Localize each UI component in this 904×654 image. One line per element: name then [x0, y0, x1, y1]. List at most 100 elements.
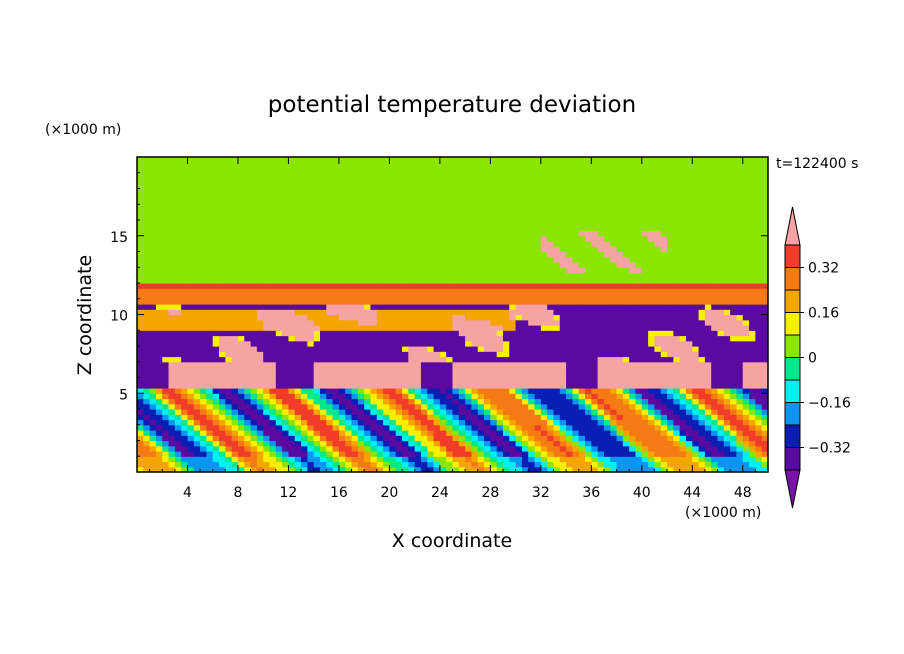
field-cell [288, 461, 296, 468]
field-cell [439, 451, 447, 457]
field-cell [383, 277, 390, 284]
field-cell [357, 372, 365, 379]
field-cell [572, 388, 580, 394]
field-cell [547, 356, 555, 363]
field-cell [143, 419, 151, 426]
field-cell [616, 372, 624, 379]
field-cell [376, 393, 384, 400]
field-cell [370, 178, 378, 184]
field-cell [206, 262, 214, 268]
field-cell [585, 251, 592, 258]
field-cell [376, 419, 384, 426]
field-cell [395, 340, 403, 347]
field-cell [509, 319, 517, 326]
field-cell [597, 214, 605, 221]
field-cell [566, 377, 573, 384]
field-cell [263, 330, 271, 337]
field-cell [402, 330, 409, 337]
field-cell [319, 235, 327, 242]
field-cell [597, 188, 605, 195]
field-cell [484, 309, 491, 316]
field-cell [395, 214, 403, 221]
field-cell [654, 157, 662, 163]
field-cell [155, 430, 163, 436]
field-cell [528, 319, 536, 326]
field-cell [439, 340, 447, 347]
field-cell [351, 262, 359, 268]
field-cell [616, 235, 624, 242]
field-cell [319, 193, 327, 200]
field-cell [250, 445, 258, 452]
field-cell [345, 304, 353, 310]
field-cell [547, 230, 555, 237]
field-cell [484, 330, 491, 337]
field-cell [420, 430, 428, 436]
field-cell [648, 220, 656, 226]
field-cell [149, 372, 157, 379]
field-cell [452, 340, 460, 347]
field-cell [319, 445, 327, 452]
field-cell [465, 304, 473, 310]
field-cell [219, 351, 226, 358]
field-cell [610, 319, 618, 326]
field-cell [648, 319, 656, 326]
field-cell [622, 456, 630, 463]
field-cell [219, 325, 226, 331]
field-cell [648, 204, 656, 211]
field-cell [528, 325, 536, 331]
field-cell [635, 199, 643, 205]
field-cell [275, 340, 283, 347]
field-cell [338, 398, 346, 405]
field-cell [528, 377, 536, 384]
field-cell [465, 188, 473, 195]
field-cell [332, 214, 340, 221]
field-cell [502, 293, 510, 300]
field-cell [351, 225, 359, 232]
field-cell [263, 225, 271, 232]
field-cell [540, 461, 548, 468]
field-cell [452, 346, 460, 352]
field-cell [553, 409, 561, 415]
field-cell [502, 157, 510, 163]
field-cell [490, 204, 498, 211]
field-cell [452, 314, 460, 321]
field-cell [212, 382, 220, 389]
field-cell [364, 256, 372, 263]
field-cell [319, 398, 327, 405]
field-cell [338, 309, 346, 316]
field-cell [477, 256, 485, 263]
field-cell [616, 393, 624, 400]
field-cell [351, 272, 359, 279]
field-cell [629, 388, 637, 394]
field-cell [200, 304, 208, 310]
field-cell [370, 256, 378, 263]
field-cell [200, 235, 208, 242]
field-cell [149, 409, 157, 415]
field-cell [490, 251, 498, 258]
field-cell [502, 409, 510, 415]
field-cell [200, 451, 208, 457]
field-cell [534, 157, 542, 163]
field-cell [465, 251, 473, 258]
field-cell [269, 466, 277, 472]
field-cell [566, 178, 573, 184]
field-cell [294, 466, 302, 472]
field-cell [143, 251, 151, 258]
field-cell [383, 214, 390, 221]
field-cell [578, 277, 586, 284]
field-cell [509, 262, 517, 268]
field-cell [540, 319, 548, 326]
field-cell [534, 235, 542, 242]
field-cell [219, 314, 226, 321]
field-cell [181, 314, 189, 321]
field-cell [332, 314, 340, 321]
field-cell [578, 251, 586, 258]
field-cell [427, 188, 435, 195]
field-cell [364, 319, 372, 326]
field-cell [143, 172, 151, 179]
field-cell [641, 193, 649, 200]
field-cell [294, 272, 302, 279]
field-cell [458, 456, 466, 463]
field-cell [250, 251, 258, 258]
field-cell [370, 330, 378, 337]
